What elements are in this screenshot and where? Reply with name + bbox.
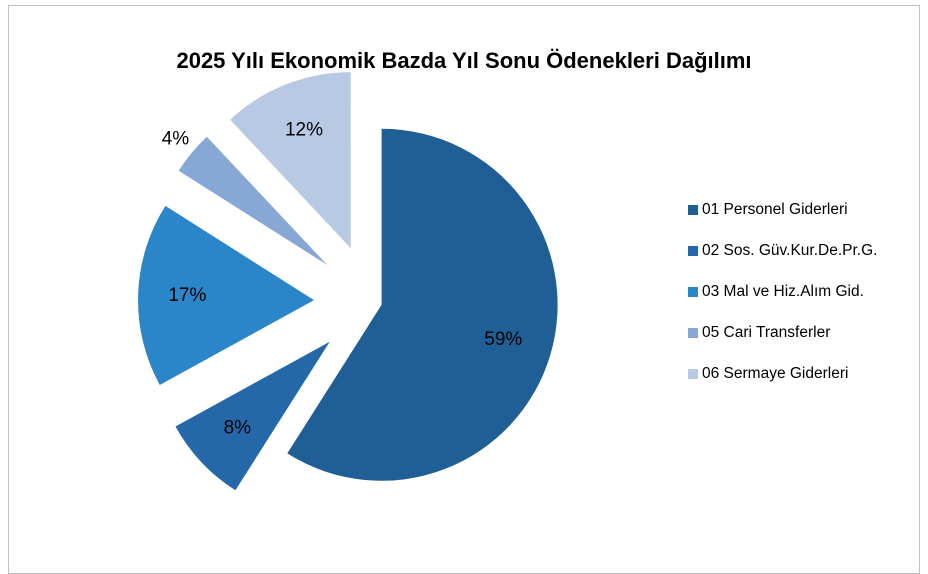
pie-slice [178, 136, 328, 266]
legend-label: 03 Mal ve Hiz.Alım Gid. [702, 283, 864, 300]
legend-swatch [688, 369, 698, 379]
legend-label: 01 Personel Giderleri [702, 201, 848, 218]
legend-swatch [688, 328, 698, 338]
data-label: 4% [162, 128, 190, 149]
pie-slice [175, 341, 330, 491]
legend-label: 02 Sos. Güv.Kur.De.Pr.G. [702, 242, 877, 259]
pie-slice [138, 205, 315, 385]
legend-label: 06 Sermaye Giderleri [702, 365, 848, 382]
pie-slice [287, 128, 558, 481]
legend-label: 05 Cari Transferler [702, 324, 830, 341]
data-label: 12% [285, 119, 323, 140]
data-label: 8% [224, 417, 252, 438]
legend-swatch [688, 246, 698, 256]
chart-title: 2025 Yılı Ekonomik Bazda Yıl Sonu Ödenek… [176, 48, 751, 73]
legend-swatch [688, 205, 698, 215]
data-label: 59% [484, 329, 522, 350]
pie-slice [230, 72, 351, 249]
data-label: 17% [168, 285, 206, 306]
legend-swatch [688, 287, 698, 297]
